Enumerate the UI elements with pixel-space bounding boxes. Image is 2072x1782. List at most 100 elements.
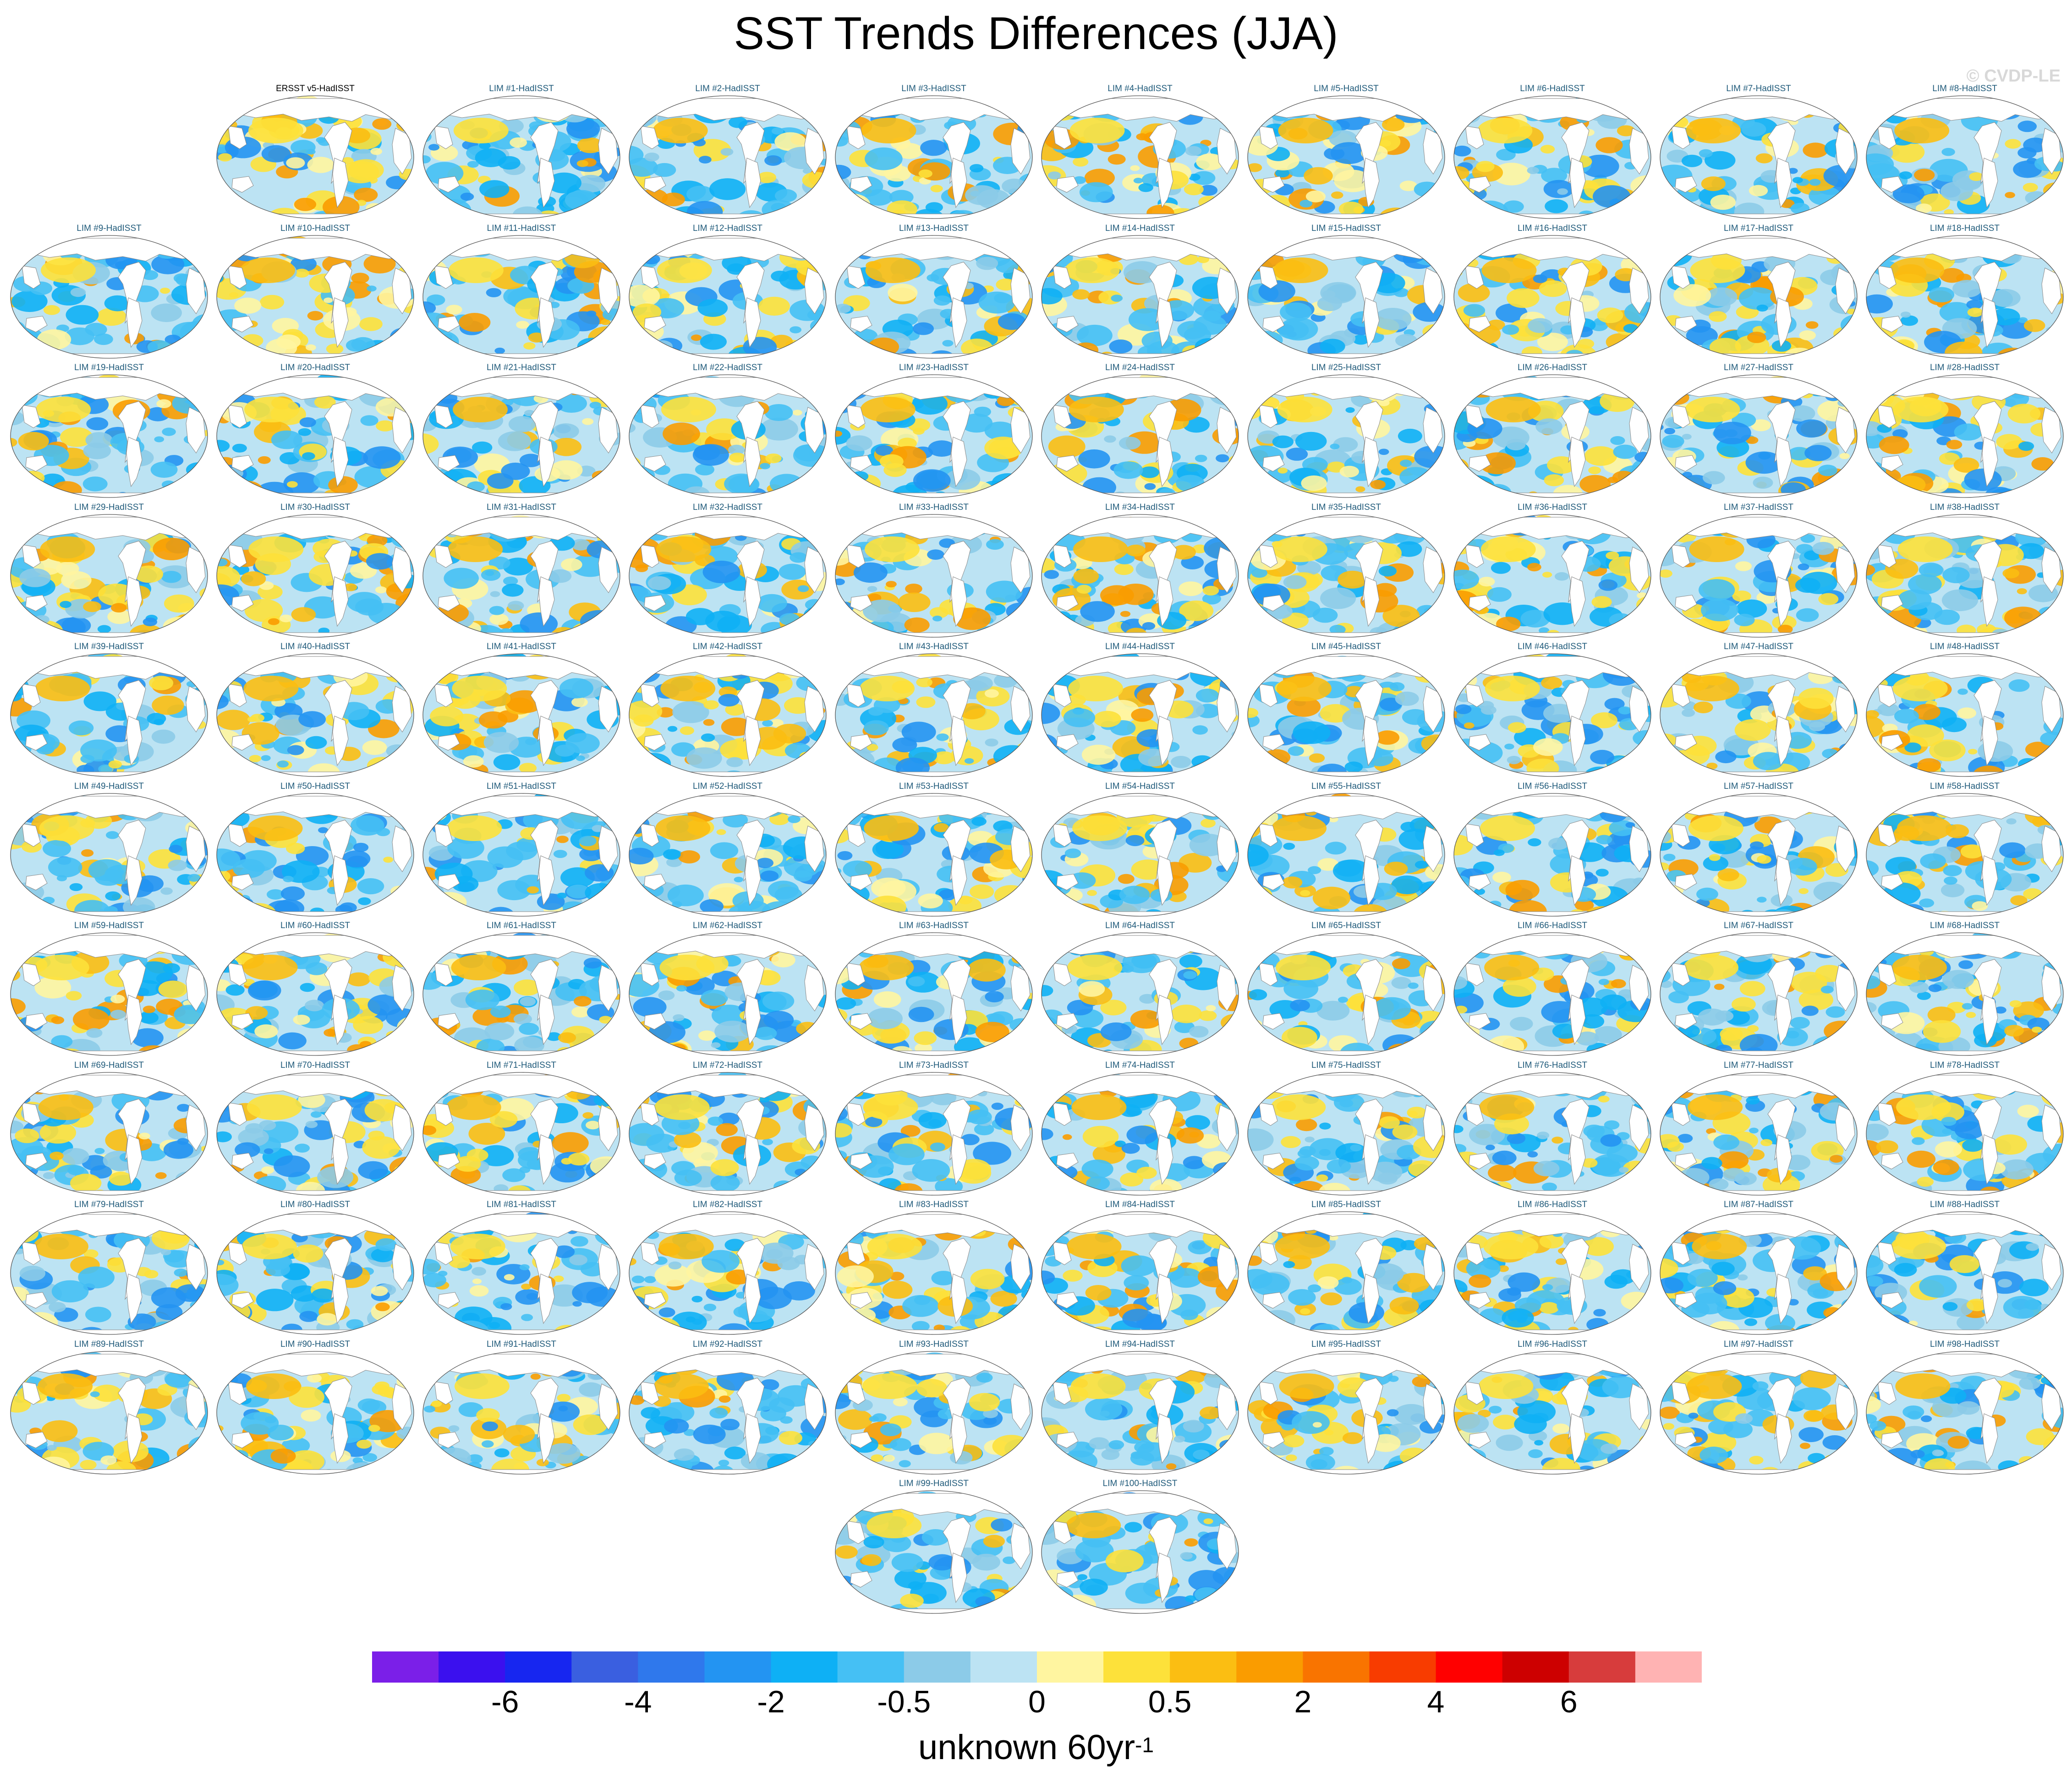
map-panel: LIM #21-HadISST <box>421 363 622 500</box>
sst-trend-map <box>835 95 1033 219</box>
sst-trend-map <box>1453 95 1651 219</box>
sst-trend-map <box>1660 1350 1858 1475</box>
sst-trend-map <box>1660 374 1858 498</box>
map-panel: LIM #74-HadISST <box>1039 1060 1241 1198</box>
sst-trend-map <box>216 932 414 1056</box>
map-panel: LIM #53-HadISST <box>833 782 1035 919</box>
sst-trend-map <box>835 1350 1033 1475</box>
map-panel: LIM #66-HadISST <box>1452 921 1653 1058</box>
panel-title: LIM #3-HadISST <box>901 84 966 93</box>
sst-trend-map <box>1247 793 1445 917</box>
panel-title: LIM #78-HadISST <box>1929 1060 2000 1070</box>
sst-trend-map <box>1247 653 1445 777</box>
panel-title: LIM #15-HadISST <box>1311 223 1381 233</box>
map-panel: LIM #92-HadISST <box>627 1339 828 1477</box>
map-panel: LIM #58-HadISST <box>1864 782 2066 919</box>
sst-trend-map <box>835 374 1033 498</box>
map-panel: LIM #54-HadISST <box>1039 782 1241 919</box>
sst-trend-map <box>216 653 414 777</box>
colorbar-swatch <box>771 1651 838 1683</box>
sst-trend-map <box>422 1071 620 1196</box>
panel-title: LIM #82-HadISST <box>692 1200 763 1209</box>
panel-title: LIM #72-HadISST <box>692 1060 763 1070</box>
map-panel: LIM #88-HadISST <box>1864 1200 2066 1337</box>
sst-trend-map <box>1660 235 1858 359</box>
panel-title: LIM #34-HadISST <box>1105 502 1175 512</box>
sst-trend-map <box>1041 793 1239 917</box>
map-panel: LIM #51-HadISST <box>421 782 622 919</box>
map-panel: LIM #94-HadISST <box>1039 1339 1241 1477</box>
map-panel: LIM #24-HadISST <box>1039 363 1241 500</box>
sst-trend-map <box>1041 1211 1239 1335</box>
panel-title: LIM #6-HadISST <box>1520 84 1585 93</box>
panel-title: LIM #22-HadISST <box>692 363 763 372</box>
map-panel: LIM #36-HadISST <box>1452 503 1653 640</box>
panel-title: LIM #28-HadISST <box>1929 363 2000 372</box>
colorbar-swatch <box>1369 1651 1436 1683</box>
panel-title: LIM #59-HadISST <box>74 921 144 930</box>
map-panel: LIM #27-HadISST <box>1658 363 1859 500</box>
map-panel: LIM #29-HadISST <box>8 503 210 640</box>
map-panel: LIM #15-HadISST <box>1245 224 1447 361</box>
colorbar-tick-label: -4 <box>624 1684 652 1719</box>
panel-title: LIM #75-HadISST <box>1311 1060 1381 1070</box>
map-panel: LIM #71-HadISST <box>421 1060 622 1198</box>
panel-title: LIM #54-HadISST <box>1105 781 1175 791</box>
sst-trend-map <box>1247 1350 1445 1475</box>
panel-title: LIM #10-HadISST <box>280 223 351 233</box>
map-panel: LIM #30-HadISST <box>214 503 416 640</box>
panel-title: LIM #69-HadISST <box>74 1060 144 1070</box>
map-panel: LIM #39-HadISST <box>8 642 210 779</box>
sst-trend-map <box>10 1350 208 1475</box>
sst-trend-map <box>1660 932 1858 1056</box>
panel-title: LIM #55-HadISST <box>1311 781 1381 791</box>
map-panel: LIM #14-HadISST <box>1039 224 1241 361</box>
panel-title: LIM #35-HadISST <box>1311 502 1381 512</box>
sst-trend-map <box>1866 235 2064 359</box>
panel-title: LIM #24-HadISST <box>1105 363 1175 372</box>
colorbar-swatch <box>1568 1651 1636 1683</box>
map-panel: LIM #68-HadISST <box>1864 921 2066 1058</box>
panel-title: LIM #38-HadISST <box>1929 502 2000 512</box>
sst-trend-map <box>1453 1211 1651 1335</box>
panel-title: LIM #50-HadISST <box>280 781 351 791</box>
sst-trend-map <box>835 653 1033 777</box>
map-panel: LIM #81-HadISST <box>421 1200 622 1337</box>
panel-title: LIM #57-HadISST <box>1723 781 1794 791</box>
sst-trend-map <box>1866 653 2064 777</box>
map-panel: LIM #35-HadISST <box>1245 503 1447 640</box>
map-panel: LIM #76-HadISST <box>1452 1060 1653 1198</box>
map-panel: LIM #7-HadISST <box>1658 84 1859 221</box>
colorbar-swatch <box>1236 1651 1303 1683</box>
map-panel: LIM #2-HadISST <box>627 84 828 221</box>
map-panel: LIM #63-HadISST <box>833 921 1035 1058</box>
sst-trend-map <box>835 1211 1033 1335</box>
sst-trend-map <box>1453 932 1651 1056</box>
panel-title: LIM #23-HadISST <box>899 363 969 372</box>
panel-title: LIM #49-HadISST <box>74 781 144 791</box>
sst-trend-map <box>422 1350 620 1475</box>
panel-title: LIM #68-HadISST <box>1929 921 2000 930</box>
sst-trend-map <box>835 514 1033 638</box>
panel-title: LIM #29-HadISST <box>74 502 144 512</box>
panel-title: LIM #89-HadISST <box>74 1339 144 1349</box>
panel-title: LIM #11-HadISST <box>487 223 556 233</box>
panel-title: LIM #56-HadISST <box>1517 781 1588 791</box>
panel-title: LIM #67-HadISST <box>1723 921 1794 930</box>
panel-title: LIM #80-HadISST <box>280 1200 351 1209</box>
colorbar-swatch <box>1103 1651 1170 1683</box>
map-panel: LIM #85-HadISST <box>1245 1200 1447 1337</box>
map-panel: LIM #90-HadISST <box>214 1339 416 1477</box>
colorbar <box>372 1651 1702 1683</box>
colorbar-swatch <box>1170 1651 1237 1683</box>
panel-title: LIM #8-HadISST <box>1932 84 1997 93</box>
map-panel: LIM #18-HadISST <box>1864 224 2066 361</box>
panel-title: LIM #43-HadISST <box>899 642 969 651</box>
panel-title: LIM #48-HadISST <box>1929 642 2000 651</box>
map-panel: LIM #9-HadISST <box>8 224 210 361</box>
sst-trend-map <box>1041 514 1239 638</box>
map-panel: LIM #22-HadISST <box>627 363 828 500</box>
map-panel: LIM #79-HadISST <box>8 1200 210 1337</box>
map-panel: LIM #84-HadISST <box>1039 1200 1241 1337</box>
colorbar-swatch <box>1502 1651 1569 1683</box>
